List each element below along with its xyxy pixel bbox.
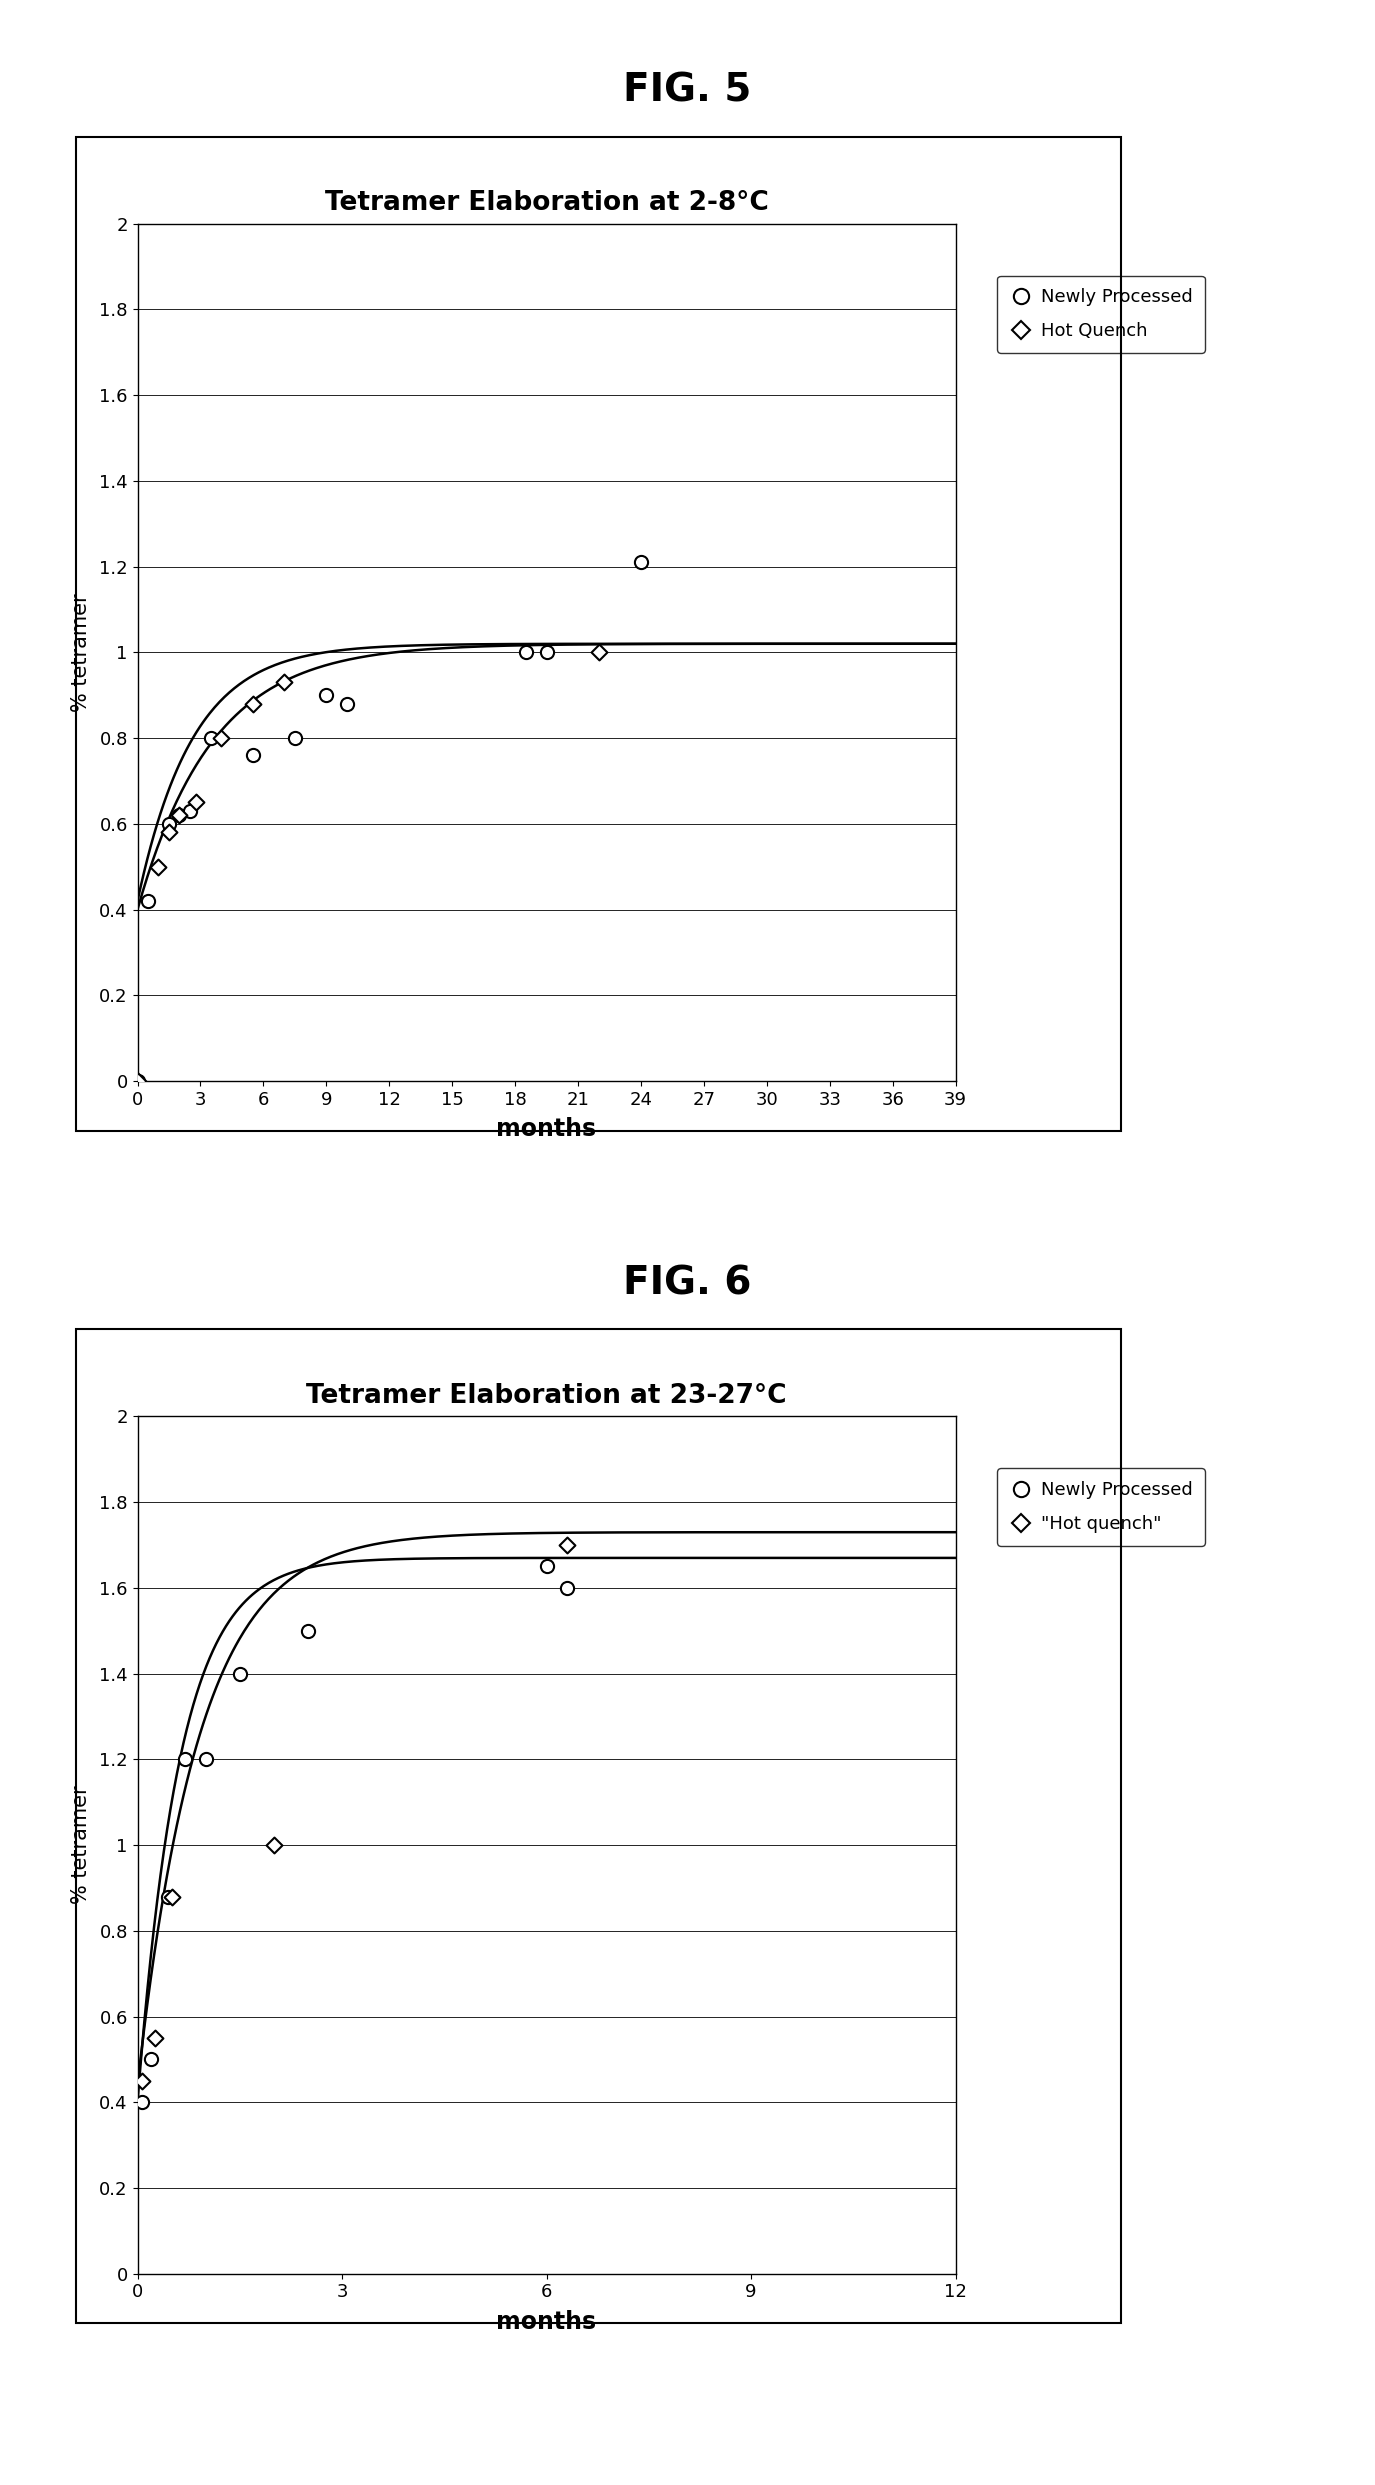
Point [138, 882, 160, 922]
X-axis label: months: months [496, 2311, 597, 2333]
Point [158, 813, 180, 852]
Y-axis label: % tetramer: % tetramer [72, 594, 91, 711]
Point [263, 1824, 285, 1864]
Point [535, 1546, 557, 1585]
Title: Tetramer Elaboration at 2-8°C: Tetramer Elaboration at 2-8°C [324, 189, 769, 216]
Point [535, 634, 558, 673]
Point [131, 2082, 153, 2122]
Title: Tetramer Elaboration at 23-27°C: Tetramer Elaboration at 23-27°C [307, 1382, 786, 1409]
Point [126, 1061, 148, 1101]
Point [161, 1876, 183, 1916]
Point [157, 1876, 179, 1916]
Point [143, 2018, 165, 2058]
Text: FIG. 5: FIG. 5 [623, 72, 752, 109]
Legend: Newly Processed, Hot Quench: Newly Processed, Hot Quench [997, 276, 1204, 353]
Point [588, 634, 610, 673]
Point [228, 1655, 250, 1695]
Point [315, 676, 337, 716]
Point [175, 1740, 197, 1779]
Point [179, 790, 201, 830]
Point [140, 2040, 162, 2080]
Point [169, 795, 191, 835]
X-axis label: months: months [496, 1118, 597, 1141]
Point [169, 795, 191, 835]
Point [195, 1740, 217, 1779]
Point [274, 663, 296, 703]
Legend: Newly Processed, "Hot quench": Newly Processed, "Hot quench" [997, 1469, 1204, 1546]
Text: FIG. 6: FIG. 6 [623, 1265, 752, 1302]
Y-axis label: % tetramer: % tetramer [72, 1787, 91, 1904]
Point [514, 634, 536, 673]
Point [242, 736, 264, 775]
Point [283, 718, 305, 758]
Point [158, 805, 180, 845]
Point [242, 683, 264, 723]
Point [630, 542, 652, 581]
Point [126, 1061, 148, 1101]
Point [199, 718, 221, 758]
Point [147, 847, 169, 887]
Point [131, 2060, 153, 2100]
Point [337, 683, 359, 723]
Point [297, 1610, 319, 1650]
Point [556, 1568, 578, 1608]
Point [556, 1526, 578, 1566]
Point [186, 783, 208, 823]
Point [210, 718, 232, 758]
